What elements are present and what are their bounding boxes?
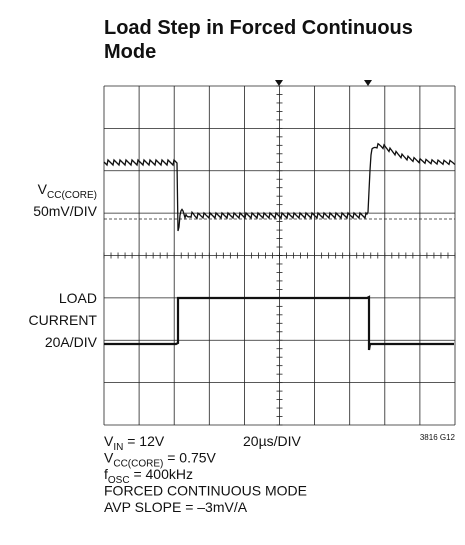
label-text: V bbox=[38, 181, 48, 197]
label-text: f bbox=[104, 466, 108, 482]
label-text: V bbox=[104, 450, 114, 466]
subscript: CC(CORE) bbox=[113, 459, 163, 470]
figure-id: 3816 G12 bbox=[420, 433, 456, 442]
subscript: CC(CORE) bbox=[47, 190, 97, 201]
timebase: 20µs/DIV bbox=[243, 433, 302, 449]
label-text: LOAD bbox=[59, 290, 97, 306]
label-line: VCC(CORE) = 0.75V bbox=[104, 450, 217, 470]
label-text: = 400kHz bbox=[130, 466, 193, 482]
label-line: fOSC = 400kHz bbox=[104, 466, 193, 486]
label-text: = 0.75V bbox=[163, 450, 216, 466]
label-line: 20A/DIV bbox=[45, 334, 98, 350]
label-text: FORCED CONTINUOUS MODE bbox=[104, 483, 307, 499]
subscript: OSC bbox=[108, 475, 130, 486]
trigger-marker bbox=[364, 80, 372, 86]
trigger-marker bbox=[275, 80, 283, 86]
label-line: LOAD bbox=[59, 290, 97, 306]
label-line: 50mV/DIV bbox=[33, 203, 97, 219]
label-line: AVP SLOPE = –3mV/A bbox=[104, 499, 248, 515]
label-line: CURRENT bbox=[29, 312, 98, 328]
label-line: VIN = 12V bbox=[104, 433, 165, 453]
label-text: 20A/DIV bbox=[45, 334, 98, 350]
subscript: IN bbox=[113, 442, 123, 453]
label-text: = 12V bbox=[123, 433, 165, 449]
voltage-trace bbox=[103, 142, 456, 232]
graticule bbox=[103, 85, 456, 426]
label-text: AVP SLOPE = –3mV/A bbox=[104, 499, 248, 515]
label-text: CURRENT bbox=[29, 312, 98, 328]
title-line: Load Step in Forced Continuous bbox=[104, 17, 413, 39]
label-text: V bbox=[104, 433, 114, 449]
label-line: VCC(CORE) bbox=[38, 181, 97, 201]
current-trace bbox=[104, 295, 454, 351]
title-line: Mode bbox=[104, 41, 156, 63]
label-line: FORCED CONTINUOUS MODE bbox=[104, 483, 307, 499]
label-text: 50mV/DIV bbox=[33, 203, 97, 219]
